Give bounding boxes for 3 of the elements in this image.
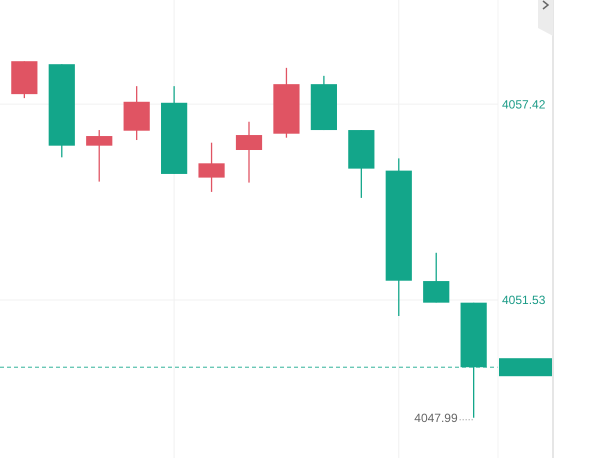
- y-tick-label: 4051.53: [502, 293, 546, 308]
- y-tick-label: 4057.42: [502, 97, 546, 112]
- annotation: 4047.99: [414, 410, 458, 425]
